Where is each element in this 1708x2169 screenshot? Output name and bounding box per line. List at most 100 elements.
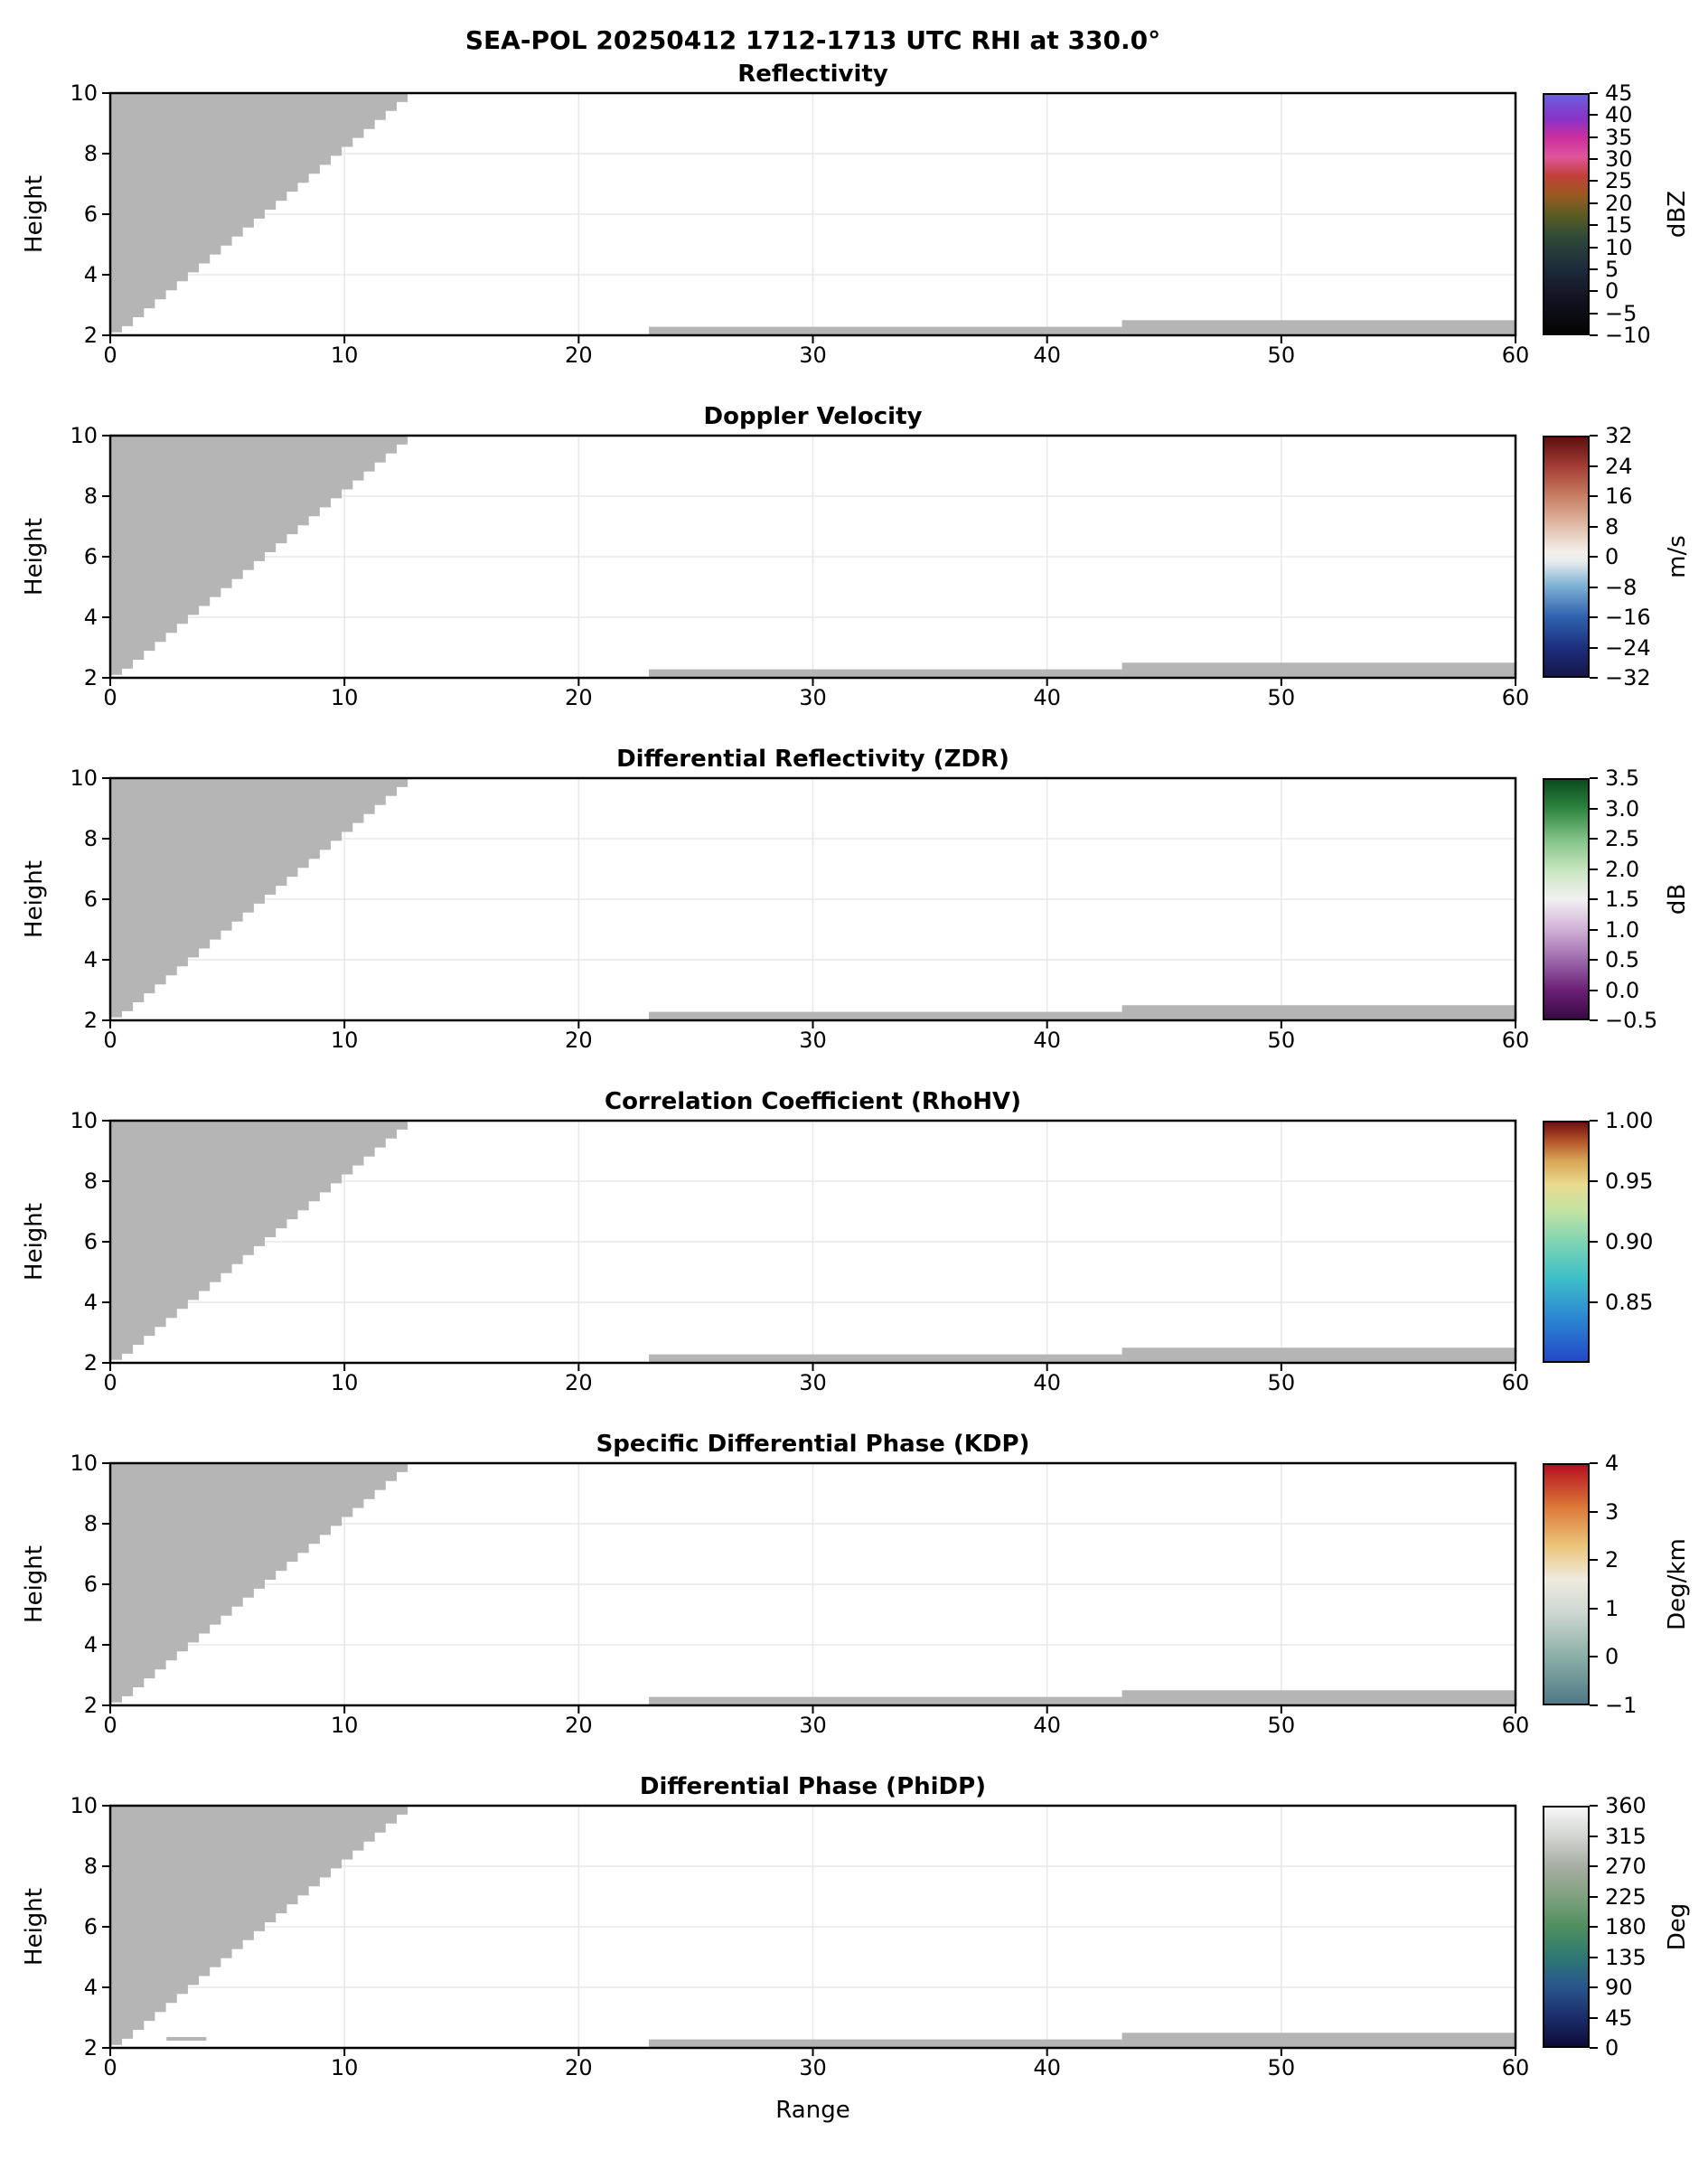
colorbar bbox=[1543, 436, 1590, 678]
colorbar-tick-label: −1 bbox=[1605, 1693, 1638, 1718]
colorbar-tick-label: 180 bbox=[1605, 1914, 1647, 1939]
colorbar-unit-label: dBZ bbox=[1664, 190, 1691, 239]
nodata-strip bbox=[649, 1011, 1122, 1020]
colorbar-tick-mark bbox=[1590, 1241, 1598, 1243]
plot-area bbox=[102, 1461, 1517, 1714]
colorbar-tick-label: 24 bbox=[1605, 453, 1633, 479]
colorbar-tick-mark bbox=[1590, 158, 1598, 161]
colorbar-tick-label: 0.85 bbox=[1605, 1290, 1654, 1315]
colorbar-tick-label: −16 bbox=[1605, 605, 1651, 630]
colorbar-tick-label: 8 bbox=[1605, 513, 1619, 540]
colorbar-tick-label: 3 bbox=[1605, 1498, 1619, 1525]
x-tick-label: 20 bbox=[565, 1370, 593, 1395]
x-tick-label: 0 bbox=[103, 1370, 117, 1395]
panel-reflectivity: Reflectivity Height dBZ 0 10 20 30 40 50 60 2 4 6… bbox=[0, 61, 1708, 403]
colorbar-tick-label: 40 bbox=[1605, 102, 1633, 128]
colorbar-tick-mark bbox=[1590, 202, 1598, 204]
colorbar-tick-label: 135 bbox=[1605, 1944, 1647, 1970]
colorbar-tick-label: 0.90 bbox=[1605, 1229, 1654, 1254]
colorbar-tick-mark bbox=[1590, 92, 1598, 94]
y-tick-label: 4 bbox=[83, 1290, 98, 1315]
colorbar-tick-label: 5 bbox=[1605, 256, 1619, 282]
x-tick-label: 60 bbox=[1501, 1713, 1530, 1738]
plot-area bbox=[102, 776, 1517, 1028]
colorbar-tick-mark bbox=[1590, 465, 1598, 467]
x-tick-label: 20 bbox=[565, 1028, 593, 1053]
colorbar-tick-mark bbox=[1590, 180, 1598, 183]
colorbar-tick-label: 0.0 bbox=[1605, 977, 1640, 1003]
y-tick-label: 6 bbox=[83, 1229, 98, 1254]
x-tick-label: 40 bbox=[1033, 685, 1061, 710]
x-tick-label: 50 bbox=[1267, 2055, 1296, 2080]
colorbar-tick-mark bbox=[1590, 1895, 1598, 1898]
colorbar-tick-mark bbox=[1590, 435, 1598, 437]
x-tick-label: 30 bbox=[799, 685, 827, 710]
panel-title: Differential Reflectivity (ZDR) bbox=[616, 746, 1009, 773]
panel-phidp: Differential Phase (PhiDP) Height Deg 0 1… bbox=[0, 1773, 1708, 2116]
colorbar bbox=[1543, 1121, 1590, 1363]
colorbar-tick-mark bbox=[1590, 807, 1598, 810]
colorbar-tick-mark bbox=[1590, 989, 1598, 991]
colorbar-tick-mark bbox=[1590, 1019, 1598, 1021]
colorbar bbox=[1543, 93, 1590, 335]
figure-title: SEA-POL 20250412 1712-1713 UTC RHI at 33… bbox=[465, 25, 1161, 55]
y-tick-label: 6 bbox=[83, 202, 98, 227]
colorbar-tick-mark bbox=[1590, 928, 1598, 931]
nodata-strip bbox=[649, 1696, 1122, 1705]
colorbar-unit-label: Deg bbox=[1664, 1902, 1691, 1951]
x-tick-label: 50 bbox=[1267, 343, 1296, 368]
x-tick-label: 40 bbox=[1033, 1370, 1061, 1395]
colorbar-tick-mark bbox=[1590, 777, 1598, 779]
colorbar-tick-mark bbox=[1590, 868, 1598, 870]
x-tick-label: 20 bbox=[565, 1713, 593, 1738]
nodata-strip bbox=[649, 669, 1122, 678]
colorbar-tick-label: 0 bbox=[1605, 2035, 1619, 2061]
nodata-wedge bbox=[110, 778, 408, 1018]
y-tick-label: 2 bbox=[83, 1350, 98, 1376]
colorbar-tick-mark bbox=[1590, 1120, 1598, 1122]
panel-rhohv: Correlation Coefficient (RhoHV) Height 0… bbox=[0, 1088, 1708, 1431]
y-tick-label: 6 bbox=[83, 1572, 98, 1597]
x-tick-label: 0 bbox=[103, 2055, 117, 2080]
y-tick-label: 2 bbox=[83, 1008, 98, 1033]
x-tick-label: 40 bbox=[1033, 343, 1061, 368]
y-axis-label: Height bbox=[21, 1888, 48, 1966]
y-tick-label: 4 bbox=[83, 1632, 98, 1657]
nodata-wedge bbox=[110, 436, 408, 675]
plot-area bbox=[102, 1804, 1517, 2056]
plot-area bbox=[102, 91, 1517, 343]
y-tick-label: 2 bbox=[83, 665, 98, 690]
colorbar-tick-mark bbox=[1590, 1704, 1598, 1706]
x-tick-label: 10 bbox=[330, 343, 359, 368]
colorbar-tick-mark bbox=[1590, 1805, 1598, 1807]
colorbar-tick-mark bbox=[1590, 495, 1598, 497]
colorbar-unit-label: Deg/km bbox=[1664, 1538, 1691, 1630]
y-tick-label: 4 bbox=[83, 947, 98, 972]
y-tick-label: 6 bbox=[83, 1914, 98, 1939]
colorbar-tick-label: 4 bbox=[1605, 1451, 1619, 1476]
y-tick-label: 6 bbox=[83, 544, 98, 569]
colorbar-tick-label: 225 bbox=[1605, 1883, 1647, 1910]
plot-area bbox=[102, 1119, 1517, 1371]
x-tick-label: 0 bbox=[103, 343, 117, 368]
colorbar-tick-label: 45 bbox=[1605, 2005, 1633, 2031]
y-axis-label: Height bbox=[21, 1545, 48, 1623]
panel-title: Doppler Velocity bbox=[703, 403, 923, 430]
colorbar-tick-label: 3.5 bbox=[1605, 765, 1640, 791]
x-tick-label: 60 bbox=[1501, 343, 1530, 368]
x-tick-label: 50 bbox=[1267, 1370, 1296, 1395]
x-tick-label: 50 bbox=[1267, 685, 1296, 710]
colorbar-tick-label: 0.95 bbox=[1605, 1169, 1654, 1194]
x-tick-label: 20 bbox=[565, 685, 593, 710]
x-tick-label: 40 bbox=[1033, 2055, 1061, 2080]
nodata-strip bbox=[649, 2039, 1122, 2048]
colorbar-tick-label: 10 bbox=[1605, 234, 1633, 260]
y-axis-label: Height bbox=[21, 175, 48, 253]
colorbar bbox=[1543, 1463, 1590, 1705]
x-tick-label: 10 bbox=[330, 1713, 359, 1738]
y-tick-label: 2 bbox=[83, 1693, 98, 1718]
x-tick-label: 20 bbox=[565, 343, 593, 368]
x-tick-label: 40 bbox=[1033, 1028, 1061, 1053]
x-tick-label: 60 bbox=[1501, 2055, 1530, 2080]
